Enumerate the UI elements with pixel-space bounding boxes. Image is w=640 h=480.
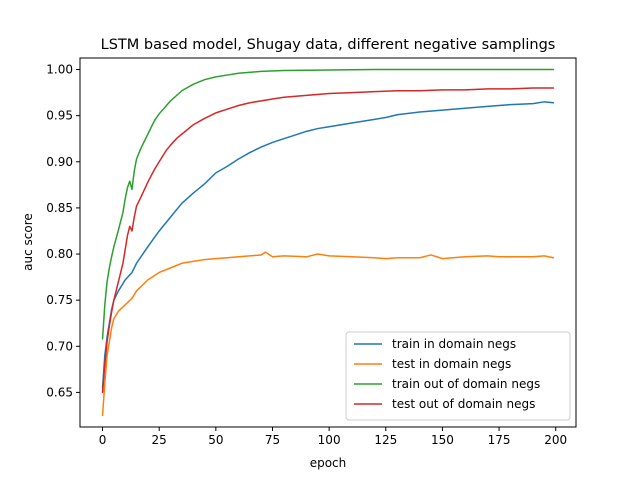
legend-box xyxy=(345,331,571,421)
x-tick-label: 75 xyxy=(265,433,280,447)
y-tick-label: 0.90 xyxy=(46,155,73,169)
chart-title: LSTM based model, Shugay data, different… xyxy=(101,37,556,53)
legend-label: test in domain negs xyxy=(392,357,511,371)
y-tick-label: 0.80 xyxy=(46,247,73,261)
y-tick-label: 0.65 xyxy=(46,385,73,399)
x-tick-label: 50 xyxy=(208,433,223,447)
series-layer xyxy=(101,68,555,417)
x-tick-label: 200 xyxy=(544,433,567,447)
x-tick-label: 25 xyxy=(152,433,167,447)
x-tick-label: 125 xyxy=(374,433,397,447)
legend-label: train in domain negs xyxy=(392,337,516,351)
legend-label: test out of domain negs xyxy=(392,397,535,411)
y-axis-ticks: 0.65 0.70 0.75 0.80 0.85 0.90 0.95 1.00 xyxy=(46,63,80,399)
y-tick-label: 0.85 xyxy=(46,201,73,215)
series-line-4 xyxy=(101,87,555,394)
series-line-3 xyxy=(101,68,555,340)
y-tick-label: 1.00 xyxy=(46,63,73,77)
x-tick-label: 150 xyxy=(431,433,454,447)
legend-label: train out of domain negs xyxy=(392,377,540,391)
x-axis-label: epoch xyxy=(310,456,347,470)
y-tick-label: 0.95 xyxy=(46,109,73,123)
y-tick-label: 0.70 xyxy=(46,339,73,353)
legend: train in domain negs test in domain negs t… xyxy=(345,331,571,421)
y-tick-label: 0.75 xyxy=(46,293,73,307)
axes-frame xyxy=(79,57,577,428)
x-tick-label: 100 xyxy=(318,433,341,447)
x-tick-label: 0 xyxy=(99,433,107,447)
x-axis-ticks: 0 25 50 75 100 125 150 175 200 xyxy=(99,427,567,447)
x-tick-label: 175 xyxy=(488,433,511,447)
series-line-2 xyxy=(101,251,555,417)
series-line-1 xyxy=(101,101,555,389)
y-axis-label: auc score xyxy=(21,213,35,271)
